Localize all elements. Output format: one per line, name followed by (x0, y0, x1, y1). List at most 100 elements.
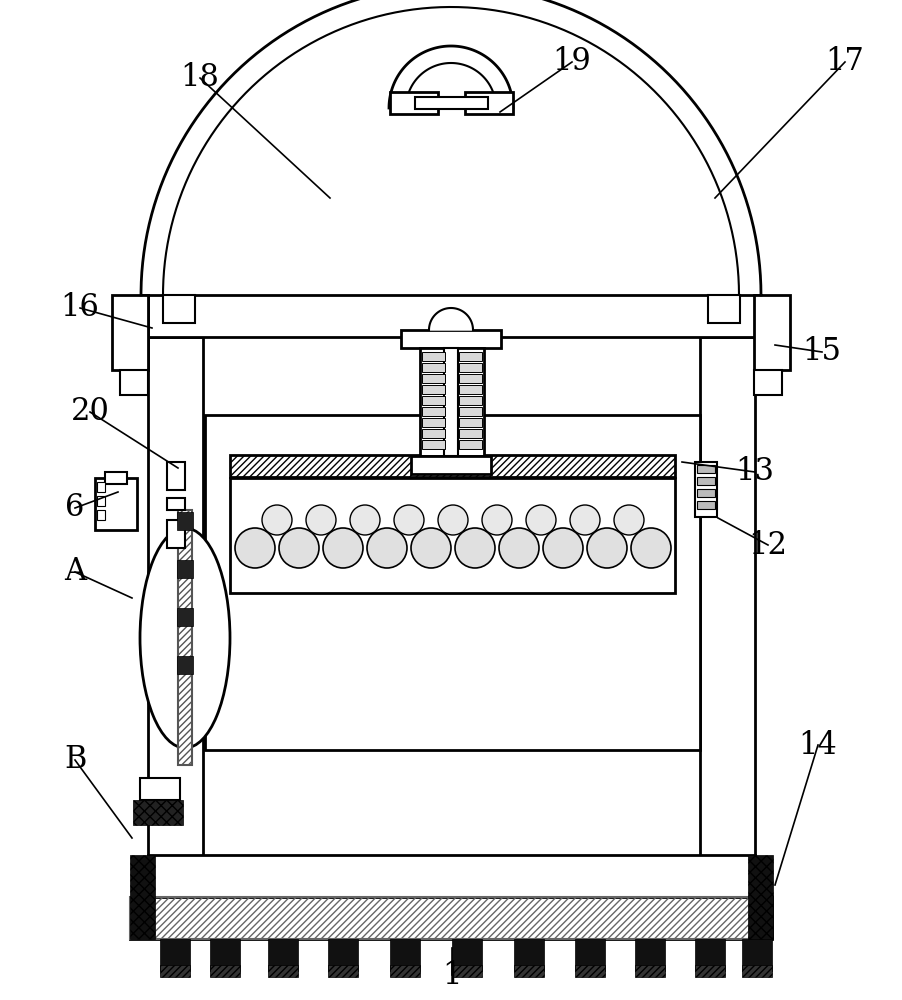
Circle shape (262, 505, 292, 535)
Bar (459, 374, 482, 383)
Text: 15: 15 (803, 336, 842, 367)
Bar (452, 965, 482, 977)
Bar (148, 337, 203, 858)
Bar (748, 855, 773, 939)
Bar (514, 965, 544, 977)
Bar (754, 370, 782, 395)
Bar (328, 939, 358, 971)
Bar (575, 939, 605, 971)
Bar (167, 462, 185, 490)
Bar (422, 396, 445, 405)
Text: B: B (64, 744, 87, 776)
Bar (422, 352, 445, 361)
Bar (177, 656, 193, 674)
Text: 13: 13 (735, 456, 775, 488)
Text: 12: 12 (749, 530, 787, 560)
Bar (105, 472, 127, 484)
Circle shape (306, 505, 336, 535)
Bar (268, 965, 298, 977)
Bar (390, 939, 420, 971)
Bar (177, 512, 193, 530)
Bar (415, 97, 488, 109)
Bar (575, 965, 605, 977)
Bar (230, 478, 675, 593)
Bar (177, 608, 193, 626)
Bar (160, 939, 190, 971)
Bar (459, 440, 482, 449)
Bar (167, 498, 185, 510)
Bar (695, 965, 725, 977)
Text: 6: 6 (65, 492, 85, 524)
Circle shape (438, 505, 468, 535)
Bar (444, 348, 458, 456)
Circle shape (543, 528, 583, 568)
Bar (97, 496, 105, 506)
Bar (328, 965, 358, 977)
Bar (708, 295, 740, 323)
Text: 14: 14 (798, 730, 837, 760)
Bar (459, 352, 482, 361)
Bar (422, 440, 445, 449)
Bar (97, 510, 105, 520)
Bar (130, 897, 772, 939)
Text: 18: 18 (180, 62, 219, 94)
Bar (411, 456, 491, 474)
Bar (700, 337, 755, 858)
Bar (120, 370, 148, 395)
Bar (457, 348, 484, 456)
Bar (160, 965, 190, 977)
Circle shape (350, 505, 380, 535)
Bar (130, 855, 155, 939)
Bar (97, 482, 105, 492)
Bar (514, 939, 544, 971)
Bar (697, 501, 715, 509)
Circle shape (279, 528, 319, 568)
Bar (210, 939, 240, 971)
Circle shape (587, 528, 627, 568)
Bar (167, 520, 185, 548)
Bar (635, 939, 665, 971)
Circle shape (323, 528, 363, 568)
Bar (95, 478, 137, 530)
Bar (422, 418, 445, 427)
Bar (422, 363, 445, 372)
Bar (697, 477, 715, 485)
Bar (754, 295, 790, 370)
Bar (130, 897, 772, 939)
Circle shape (526, 505, 556, 535)
Bar (401, 330, 501, 348)
Bar (390, 965, 420, 977)
Circle shape (631, 528, 671, 568)
Circle shape (482, 505, 512, 535)
Bar (422, 374, 445, 383)
Bar (268, 939, 298, 971)
Bar (695, 939, 725, 971)
Bar (465, 92, 513, 114)
Bar (112, 295, 148, 370)
Bar (422, 385, 445, 394)
Bar (140, 778, 180, 800)
Bar (742, 939, 772, 971)
Circle shape (394, 505, 424, 535)
Bar (148, 295, 755, 337)
Circle shape (411, 528, 451, 568)
Bar (459, 396, 482, 405)
Bar (210, 965, 240, 977)
Bar (459, 429, 482, 438)
Circle shape (570, 505, 600, 535)
Bar (452, 939, 482, 971)
Polygon shape (429, 308, 473, 330)
Text: 20: 20 (70, 396, 109, 428)
Bar (459, 363, 482, 372)
Text: 1: 1 (442, 960, 462, 990)
Bar (422, 429, 445, 438)
Text: 19: 19 (553, 46, 592, 78)
Bar (178, 510, 192, 765)
Polygon shape (389, 46, 513, 108)
Bar (697, 465, 715, 473)
Bar (390, 92, 438, 114)
Text: A: A (64, 556, 86, 587)
Polygon shape (141, 0, 761, 295)
Bar (695, 462, 717, 517)
Circle shape (455, 528, 495, 568)
